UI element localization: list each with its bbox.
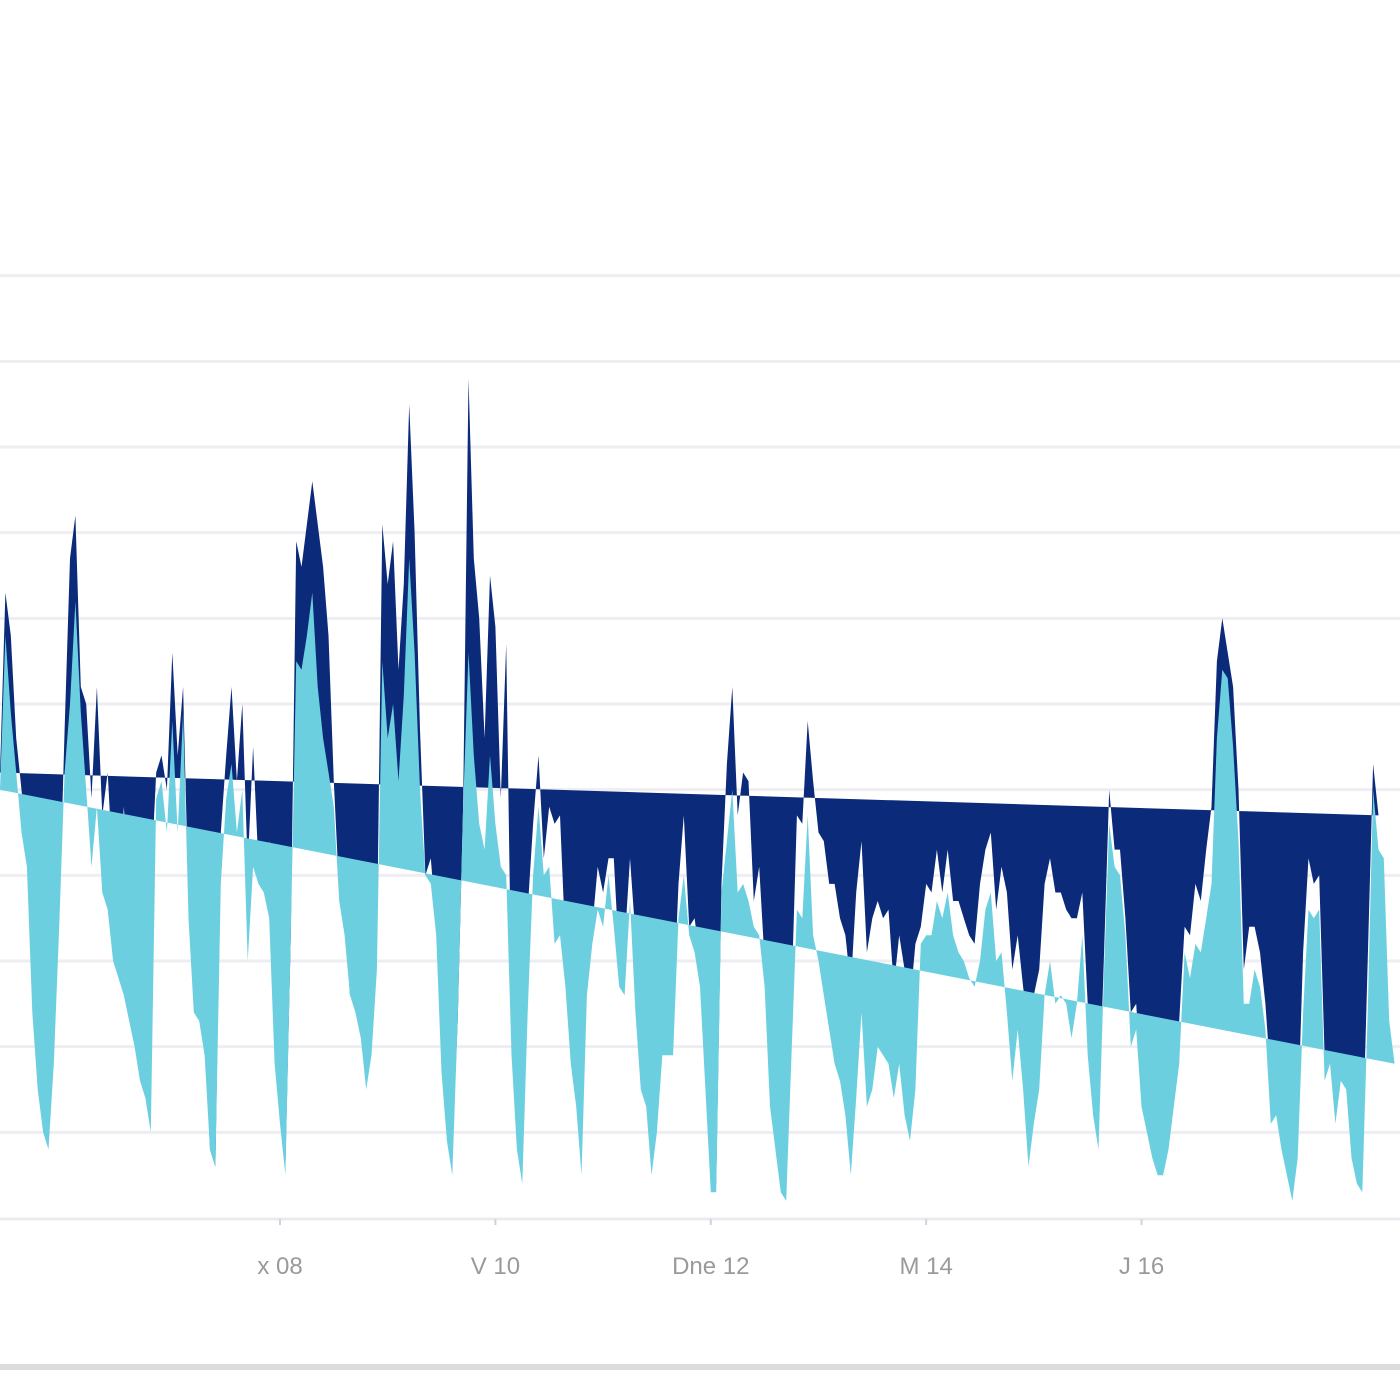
x-tick-label: Dne 12 [672,1253,749,1280]
card-bottom-border [0,1364,1400,1370]
x-axis: x 08 V 10 Dne 12 M 14 J 16 [0,1217,1400,1280]
area-chart: x 08 V 10 Dne 12 M 14 J 16 [0,274,1400,1280]
gridlines [0,274,1400,1134]
x-tick-label: M 14 [899,1253,952,1280]
series-1-area [0,558,1395,1201]
series-2-area [0,378,1379,1193]
series-areas [0,378,1395,1201]
chart-card: x 08 V 10 Dne 12 M 14 J 16 [0,274,1400,1370]
page-background [0,1370,1400,1400]
x-tick-label: x 08 [257,1253,302,1280]
x-tick-label: J 16 [1119,1253,1164,1280]
x-tick-label: V 10 [471,1253,520,1280]
